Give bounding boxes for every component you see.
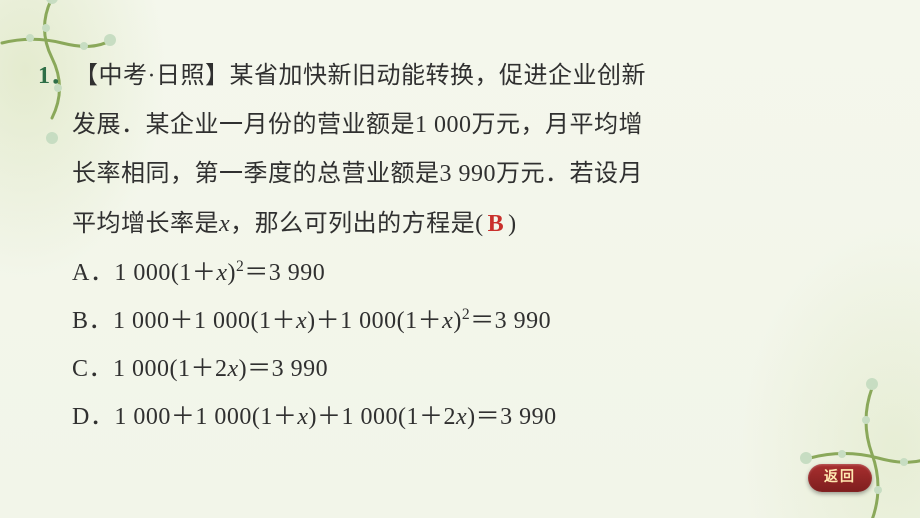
question-stem-line2: 发展．某企业一月份的营业额是1 000万元，月平均增 [38,101,860,150]
option-b: B．1 000＋1 000(1＋x)＋1 000(1＋x)2＝3 990 [38,297,860,345]
question-stem-line4: 平均增长率是x，那么可列出的方程是(B) [38,200,860,249]
question-block: 1． 【中考·日照】某省加快新旧动能转换，促进企业创新 发展．某企业一月份的营业… [38,52,860,441]
question-source: 【中考·日照】 [74,63,230,89]
option-a: A．1 000(1＋x)2＝3 990 [38,249,860,297]
question-stem-line1: 【中考·日照】某省加快新旧动能转换，促进企业创新 [74,52,860,101]
answer-letter: B [484,211,509,237]
option-d: D．1 000＋1 000(1＋x)＋1 000(1＋2x)＝3 990 [38,393,860,441]
option-c: C．1 000(1＋2x)＝3 990 [38,345,860,393]
question-stem-line3: 长率相同，第一季度的总营业额是3 990万元．若设月 [38,150,860,199]
question-number: 1． [38,52,74,101]
return-button[interactable]: 返回 [808,464,872,492]
